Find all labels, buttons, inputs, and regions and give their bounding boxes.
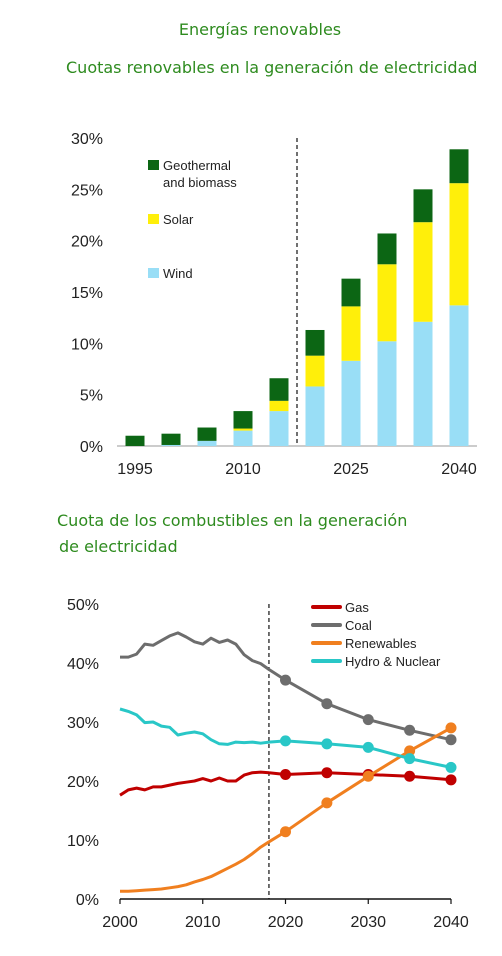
series-line-renewables-projection bbox=[268, 726, 452, 844]
legend-swatch-wind bbox=[148, 268, 159, 278]
legend-label-gas: Gas bbox=[345, 600, 369, 615]
line-x-tick-label: 2000 bbox=[102, 914, 138, 931]
line-y-tick-label: 10% bbox=[67, 833, 99, 850]
bar-x-tick-label: 2010 bbox=[225, 461, 261, 478]
bar-segment-wind bbox=[161, 444, 181, 446]
bar-segment-geothermal-biomass bbox=[269, 378, 289, 401]
bar-segment-geothermal-biomass bbox=[233, 411, 253, 429]
line-x-tick-label: 2030 bbox=[350, 914, 386, 931]
bar-segment-wind bbox=[233, 430, 253, 446]
bar-segment-geothermal-biomass bbox=[125, 435, 145, 446]
legend-label-hydro-nuclear: Hydro & Nuclear bbox=[345, 654, 441, 669]
renewable-shares-bar-chart: 0% 5% 10% 15% 20% 25% 30% 1995 2010 2025 2040 Geoth… bbox=[71, 131, 477, 478]
legend-label-wind: Wind bbox=[163, 266, 193, 281]
data-point-renewables bbox=[321, 797, 333, 809]
legend-label-solar: Solar bbox=[163, 212, 194, 227]
bar-x-tick-label: 2025 bbox=[333, 461, 369, 478]
data-point-coal bbox=[321, 698, 333, 710]
bar-segment-geothermal-biomass bbox=[377, 233, 397, 265]
data-point-gas bbox=[445, 774, 457, 786]
line-y-tick-label: 40% bbox=[67, 656, 99, 673]
bar-segment-geothermal-biomass bbox=[161, 433, 181, 445]
bar-y-tick-label: 0% bbox=[80, 439, 103, 456]
bar-y-tick-label: 20% bbox=[71, 234, 103, 251]
bar-segment-wind bbox=[449, 305, 469, 446]
series-line-coal-historical bbox=[120, 631, 270, 671]
series-line-hydro-nuclear-historical bbox=[119, 707, 270, 746]
data-point-coal bbox=[404, 724, 416, 736]
line-y-tick-label: 30% bbox=[67, 715, 99, 732]
bar-segment-wind bbox=[197, 440, 217, 446]
bar-y-tick-label: 15% bbox=[71, 285, 103, 302]
bar-segment-solar bbox=[341, 306, 361, 361]
data-point-hydro-nuclear bbox=[362, 741, 374, 753]
data-point-hydro-nuclear bbox=[445, 761, 457, 773]
bar-y-tick-label: 5% bbox=[80, 388, 103, 405]
data-point-renewables bbox=[445, 722, 457, 734]
bar-segment-geothermal-biomass bbox=[449, 149, 469, 184]
line-y-tick-label: 0% bbox=[76, 892, 99, 909]
legend-label-renewables: Renewables bbox=[345, 636, 417, 651]
data-point-gas bbox=[404, 770, 416, 782]
series-line-coal-projection bbox=[268, 668, 452, 742]
bar-segment-solar bbox=[449, 183, 469, 306]
bar-y-tick-label: 10% bbox=[71, 336, 103, 353]
series-line-hydro-nuclear-projection bbox=[268, 739, 452, 769]
series-line-renewables-historical bbox=[120, 840, 270, 893]
bar-x-tick-label: 1995 bbox=[117, 461, 153, 478]
data-point-coal bbox=[362, 714, 374, 726]
bar-segment-solar bbox=[413, 222, 433, 322]
line-y-tick-label: 50% bbox=[67, 597, 99, 614]
line-x-tick-label: 2010 bbox=[185, 914, 221, 931]
bar-segment-wind bbox=[413, 321, 433, 446]
data-point-hydro-nuclear bbox=[321, 738, 333, 750]
legend-swatch-solar bbox=[148, 214, 159, 224]
bar-segment-wind bbox=[305, 386, 325, 446]
bar-segment-wind bbox=[341, 360, 361, 446]
series-line-gas-historical bbox=[119, 770, 270, 797]
bar-segment-geothermal-biomass bbox=[305, 329, 325, 356]
bar-y-tick-label: 25% bbox=[71, 182, 103, 199]
bar-segment-wind bbox=[269, 411, 289, 446]
data-point-renewables bbox=[404, 745, 416, 757]
data-point-hydro-nuclear bbox=[280, 735, 291, 747]
bar-y-tick-label: 30% bbox=[71, 131, 103, 148]
line-x-tick-label: 2040 bbox=[433, 914, 469, 931]
bar-segment-solar bbox=[377, 264, 397, 342]
bar-segment-wind bbox=[377, 341, 397, 446]
line-chart-title-line-2: de electricidad bbox=[59, 537, 178, 556]
line-x-tick-label: 2020 bbox=[268, 914, 304, 931]
data-point-coal bbox=[280, 674, 291, 686]
data-point-renewables bbox=[280, 826, 291, 838]
legend-label-geothermal-biomass: Geothermal and biomass bbox=[163, 158, 237, 190]
line-chart-title-line-1: Cuota de los combustibles en la generaci… bbox=[57, 511, 408, 530]
bar-x-tick-label: 2040 bbox=[441, 461, 477, 478]
bar-segment-geothermal-biomass bbox=[413, 189, 433, 223]
line-y-tick-label: 20% bbox=[67, 774, 99, 791]
bar-segment-solar bbox=[233, 428, 253, 431]
legend-label-coal: Coal bbox=[345, 618, 372, 633]
legend-swatch-geothermal-biomass bbox=[148, 160, 159, 170]
data-point-gas bbox=[280, 769, 291, 781]
data-point-coal bbox=[445, 734, 457, 746]
data-point-gas bbox=[321, 767, 333, 779]
data-point-renewables bbox=[362, 770, 374, 782]
bar-segment-geothermal-biomass bbox=[341, 278, 361, 307]
bar-segment-geothermal-biomass bbox=[197, 427, 217, 441]
page-title: Energías renovables bbox=[178, 20, 342, 39]
series-line-gas-projection bbox=[268, 771, 452, 782]
bar-segment-solar bbox=[269, 400, 289, 412]
bar-segment-solar bbox=[305, 355, 325, 387]
bar-chart-title: Cuotas renovables en la generación de el… bbox=[66, 58, 478, 77]
data-point-hydro-nuclear bbox=[404, 753, 416, 765]
